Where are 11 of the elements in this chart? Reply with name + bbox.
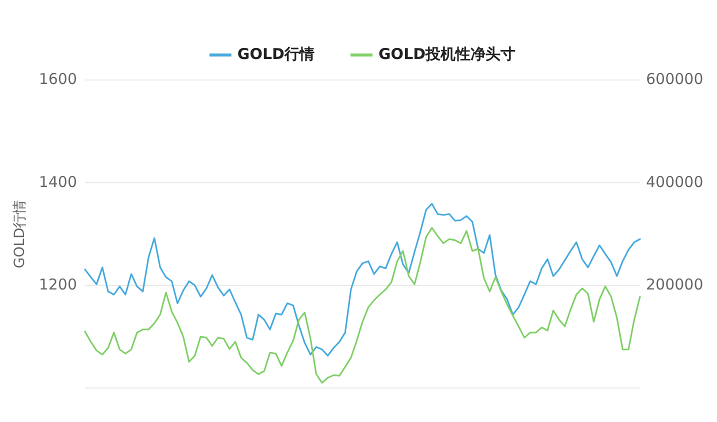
y2-tick-label: 600000 [646,70,704,88]
legend-label: GOLD投机性净头寸 [378,45,516,64]
y2-tick-label: 400000 [646,172,704,191]
y-tick-label: 1400 [38,172,77,191]
y-tick-label: 1200 [38,275,77,294]
line-series [84,227,641,384]
line-series [84,202,641,356]
y2-tick-label: 200000 [646,275,704,294]
y-axis-title: GOLD行情 [12,200,28,268]
y-tick-label: 1600 [38,70,77,88]
legend-label: GOLD行情 [237,45,314,64]
